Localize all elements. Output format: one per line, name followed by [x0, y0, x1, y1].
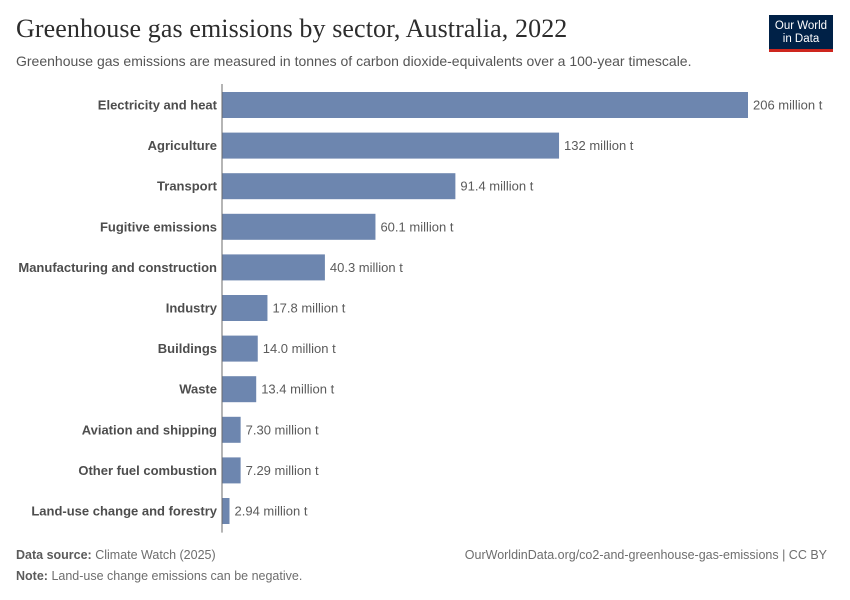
source-url-license[interactable]: OurWorldinData.org/co2-and-greenhouse-ga… [464, 548, 827, 562]
bar-agriculture[interactable] [222, 132, 560, 159]
data-source-link[interactable]: Climate Watch (2025) [95, 548, 216, 562]
category-label-manufacturing-and-construction: Manufacturing and construction [18, 260, 217, 275]
bar-other-fuel-combustion[interactable] [222, 457, 241, 484]
value-label-buildings: 14.0 million t [263, 341, 336, 356]
chart-title: Greenhouse gas emissions by sector, Aust… [16, 14, 568, 43]
value-label-industry: 17.8 million t [272, 301, 345, 316]
value-label-transport: 91.4 million t [460, 179, 533, 194]
bar-chart: Electricity and heat 206 million t Agricul… [18, 84, 823, 533]
value-label-aviation-and-shipping: 7.30 million t [246, 422, 319, 437]
bar-industry[interactable] [222, 295, 268, 321]
chart-subtitle: Greenhouse gas emissions are measured in… [16, 53, 692, 69]
bar-fugitive-emissions[interactable] [222, 213, 376, 240]
category-label-industry: Industry [166, 301, 218, 316]
category-label-waste: Waste [179, 382, 217, 397]
bar-land-use-change-and-forestry[interactable] [222, 498, 230, 524]
value-label-other-fuel-combustion: 7.29 million t [246, 463, 319, 478]
value-label-waste: 13.4 million t [261, 382, 334, 397]
logo-line-1: Our World [774, 20, 828, 32]
category-label-aviation-and-shipping: Aviation and shipping [82, 422, 217, 437]
category-label-fugitive-emissions: Fugitive emissions [100, 219, 217, 234]
value-label-fugitive-emissions: 60.1 million t [380, 219, 453, 234]
category-label-transport: Transport [157, 179, 218, 194]
value-label-agriculture: 132 million t [564, 138, 634, 153]
bar-buildings[interactable] [222, 335, 258, 362]
category-label-land-use-change-and-forestry: Land-use change and forestry [31, 504, 217, 519]
logo-line-2: in Data [782, 33, 820, 45]
data-source-label: Data source: [16, 548, 92, 562]
category-label-electricity-and-heat: Electricity and heat [98, 98, 218, 113]
bar-manufacturing-and-construction[interactable] [222, 254, 325, 281]
bar-electricity-and-heat[interactable] [222, 92, 748, 118]
category-label-buildings: Buildings [158, 341, 217, 356]
note-text: Land-use change emissions can be negativ… [51, 569, 303, 583]
value-label-manufacturing-and-construction: 40.3 million t [330, 260, 403, 275]
category-label-agriculture: Agriculture [148, 138, 217, 153]
value-label-land-use-change-and-forestry: 2.94 million t [235, 504, 308, 519]
note-label: Note: [16, 569, 48, 583]
bar-transport[interactable] [222, 173, 456, 200]
category-label-other-fuel-combustion: Other fuel combustion [78, 463, 217, 478]
chart-note: Note: Land-use change emissions can be n… [16, 569, 302, 583]
data-source: Data source: Climate Watch (2025) [16, 548, 216, 562]
value-label-electricity-and-heat: 206 million t [753, 98, 823, 113]
owid-logo[interactable]: Our World in Data [769, 15, 833, 52]
bar-waste[interactable] [222, 376, 257, 403]
bar-aviation-and-shipping[interactable] [222, 416, 241, 443]
